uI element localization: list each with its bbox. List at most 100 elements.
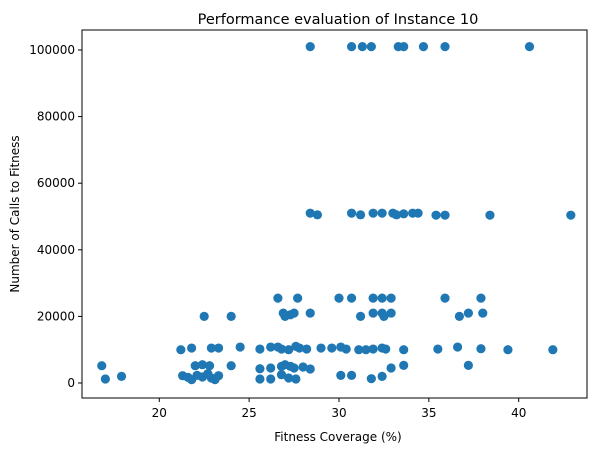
data-point-22 [485, 210, 495, 220]
data-point-87 [298, 362, 308, 372]
x-tick-label: 35 [421, 406, 436, 420]
data-point-37 [280, 311, 290, 322]
data-point-38 [289, 308, 299, 318]
data-point-47 [478, 308, 488, 318]
y-axis-ticks: 0 20000 40000 60000 80000 100000 [29, 43, 82, 390]
data-point-28 [368, 293, 378, 303]
data-point-111 [377, 371, 387, 381]
data-point-52 [235, 342, 245, 352]
data-point-78 [197, 360, 208, 370]
data-point-12 [355, 210, 366, 220]
x-tick-label: 25 [241, 406, 256, 420]
data-point-79 [204, 361, 215, 371]
data-point-44 [386, 308, 396, 318]
data-point-49 [187, 343, 197, 353]
data-point-7 [440, 42, 450, 52]
data-point-76 [97, 361, 107, 371]
data-point-8 [524, 42, 535, 52]
data-point-71 [433, 344, 443, 354]
y-tick-label: 40000 [37, 243, 75, 257]
data-point-56 [276, 344, 287, 354]
data-point-93 [116, 371, 127, 381]
x-tick-label: 40 [511, 406, 526, 420]
data-point-46 [463, 308, 473, 318]
data-point-11 [346, 208, 357, 218]
data-point-65 [354, 345, 364, 355]
data-point-6 [418, 42, 429, 52]
x-axis-ticks: 20 25 30 35 40 [152, 398, 526, 420]
data-point-34 [226, 311, 236, 322]
data-point-2 [357, 42, 367, 52]
data-point-59 [294, 343, 305, 353]
data-point-21 [440, 210, 450, 220]
data-point-61 [316, 343, 326, 353]
data-point-54 [266, 342, 276, 352]
data-point-23 [566, 210, 576, 220]
data-point-1 [346, 42, 357, 52]
data-point-39 [305, 308, 315, 318]
chart-title: Performance evaluation of Instance 10 [198, 12, 479, 28]
data-point-26 [334, 293, 344, 303]
y-tick-label: 20000 [37, 309, 75, 323]
data-point-5 [399, 42, 409, 52]
data-point-9 [305, 208, 315, 218]
data-point-104 [266, 374, 276, 384]
data-point-80 [226, 361, 236, 371]
data-point-62 [327, 343, 337, 353]
data-point-60 [302, 344, 312, 354]
data-point-20 [431, 210, 441, 220]
data-point-14 [377, 208, 387, 218]
plot-frame [81, 29, 588, 399]
data-point-74 [503, 345, 513, 355]
data-point-73 [476, 344, 486, 354]
x-tick-label: 20 [152, 406, 167, 420]
data-point-19 [413, 208, 423, 218]
data-points [97, 42, 576, 385]
data-point-86 [289, 363, 299, 373]
data-point-29 [377, 293, 387, 303]
data-point-32 [476, 293, 486, 303]
x-axis-label: Fitness Coverage (%) [274, 430, 401, 444]
data-point-90 [399, 360, 409, 370]
data-point-30 [386, 293, 396, 303]
y-tick-label: 100000 [29, 43, 75, 57]
data-point-70 [399, 345, 409, 355]
y-axis-label: Number of Calls to Fitness [8, 135, 22, 292]
data-point-82 [266, 363, 276, 373]
data-point-3 [366, 42, 376, 52]
data-point-109 [346, 370, 357, 380]
data-point-25 [293, 293, 303, 303]
y-tick-label: 0 [67, 376, 75, 390]
data-point-77 [190, 361, 200, 371]
data-point-110 [366, 374, 376, 384]
data-point-105 [276, 370, 287, 380]
data-point-17 [399, 209, 409, 219]
data-point-51 [213, 343, 224, 353]
data-point-13 [368, 208, 378, 218]
data-point-88 [305, 364, 315, 374]
data-point-92 [100, 374, 110, 384]
data-point-81 [255, 364, 265, 374]
data-point-45 [454, 311, 465, 322]
data-point-67 [368, 344, 378, 354]
y-tick-label: 80000 [37, 110, 75, 124]
data-point-66 [361, 345, 371, 355]
data-point-106 [284, 373, 294, 383]
data-point-33 [199, 311, 209, 322]
data-point-31 [440, 293, 450, 303]
data-point-64 [341, 344, 351, 354]
data-point-75 [548, 345, 558, 355]
data-point-53 [255, 344, 265, 354]
x-tick-label: 30 [331, 406, 346, 420]
data-point-91 [463, 360, 473, 370]
data-point-27 [346, 293, 357, 303]
data-point-41 [368, 308, 378, 318]
data-point-107 [291, 374, 301, 384]
data-point-10 [312, 210, 323, 220]
data-point-108 [336, 370, 346, 380]
data-point-72 [453, 342, 463, 352]
data-point-50 [206, 343, 216, 353]
data-point-0 [305, 42, 315, 52]
data-point-16 [391, 210, 402, 220]
